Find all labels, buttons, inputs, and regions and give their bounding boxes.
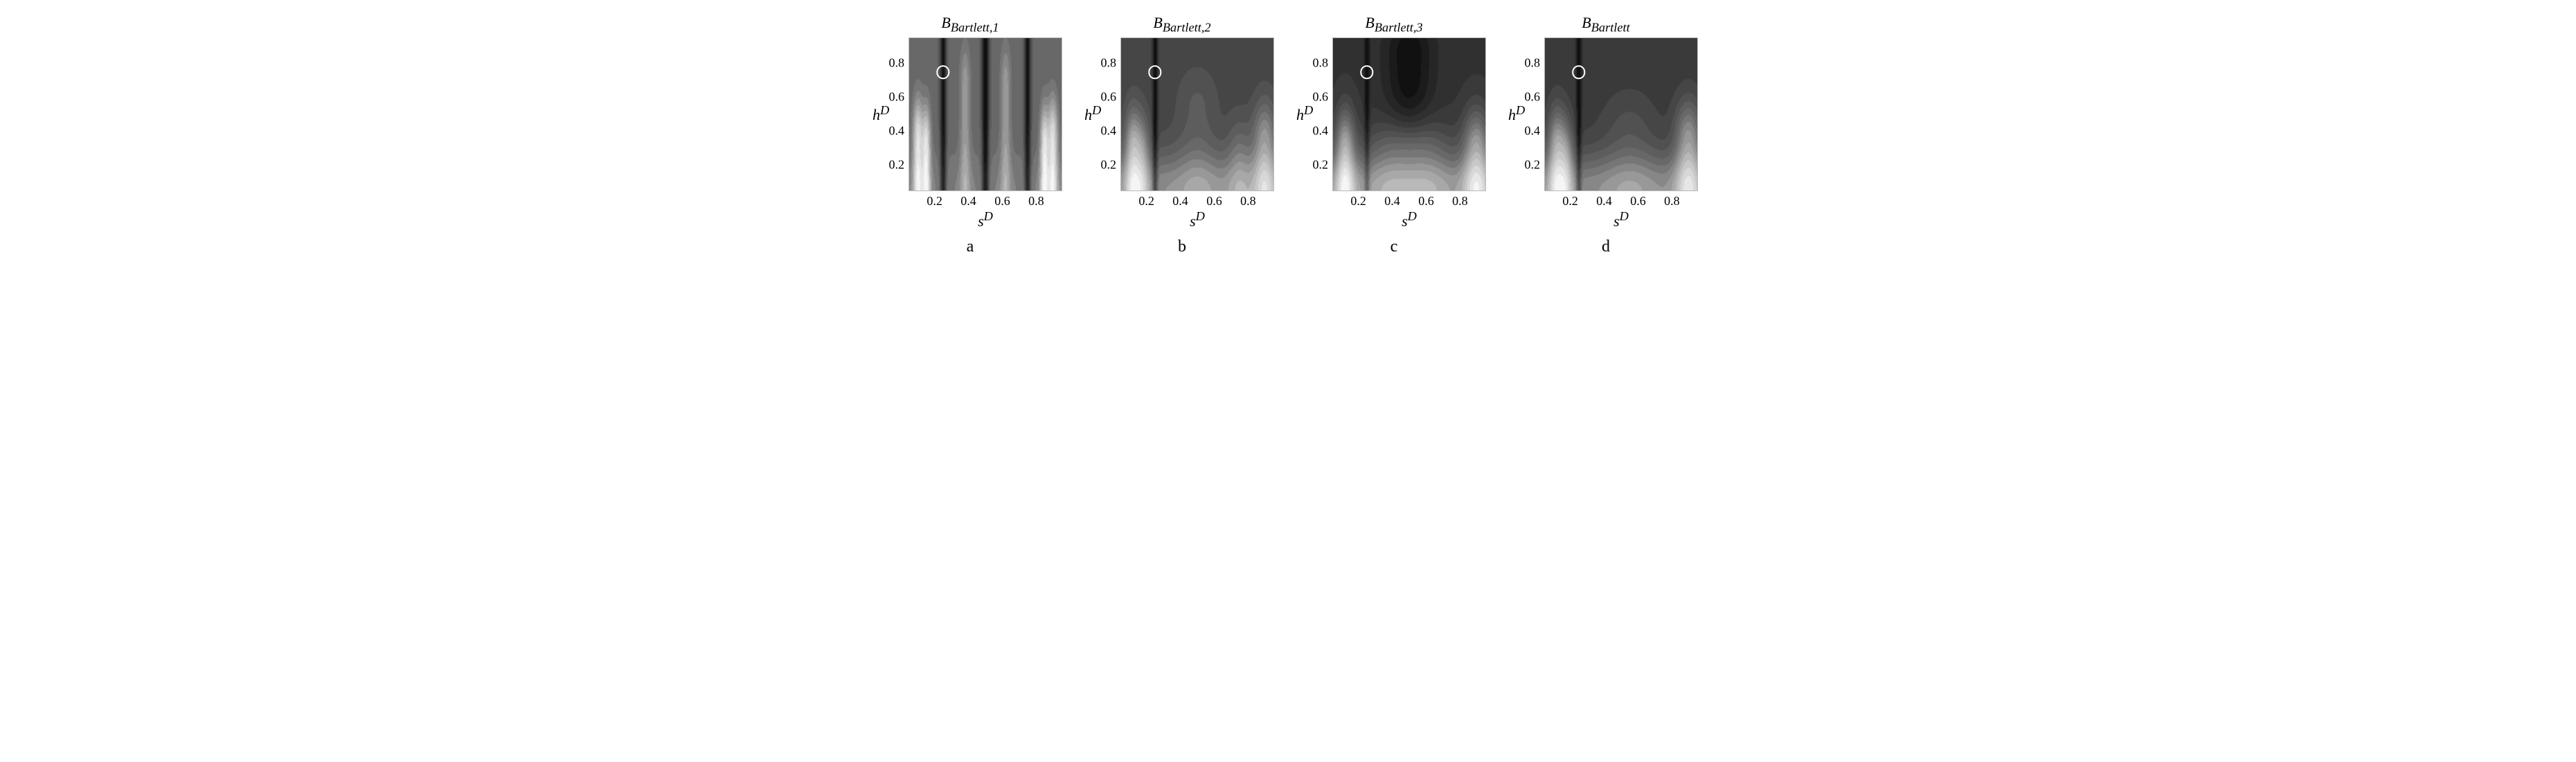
plot-wrap: 0.20.40.60.8hD — [878, 37, 1062, 191]
plot-wrap: 0.20.40.60.8hD — [1514, 37, 1698, 191]
density-plot — [1545, 38, 1697, 190]
x-axis-label: sD — [1333, 209, 1485, 230]
y-tick: 0.8 — [1101, 56, 1117, 71]
y-tick: 0.6 — [889, 89, 905, 104]
panel-subcaption: a — [967, 238, 974, 256]
x-tick: 0.2 — [927, 194, 942, 209]
y-tick: 0.6 — [1313, 89, 1329, 104]
y-tick: 0.8 — [1525, 56, 1541, 71]
y-tick: 0.4 — [889, 123, 905, 138]
x-tick: 0.8 — [1240, 194, 1256, 209]
x-tick: 0.8 — [1028, 194, 1044, 209]
y-tick: 0.8 — [889, 56, 905, 71]
x-axis: 0.2 0.4 0.6 0.8 — [1333, 191, 1485, 211]
x-tick: 0.4 — [1384, 194, 1400, 209]
x-axis: 0.2 0.4 0.6 0.8 — [1545, 191, 1697, 211]
x-axis: 0.2 0.4 0.6 0.8 — [1121, 191, 1273, 211]
x-axis-label: sD — [909, 209, 1062, 230]
plot-wrap: 0.20.40.60.8hD — [1090, 37, 1274, 191]
y-tick: 0.2 — [1101, 157, 1117, 172]
panel-subcaption: d — [1602, 238, 1610, 256]
x-tick: 0.6 — [1206, 194, 1222, 209]
x-tick: 0.6 — [1418, 194, 1434, 209]
plot-frame — [1332, 37, 1486, 191]
x-axis-label: sD — [1545, 209, 1697, 230]
y-axis-label: hD — [873, 103, 889, 124]
plot-frame — [909, 37, 1062, 191]
y-tick: 0.6 — [1525, 89, 1541, 104]
x-tick: 0.4 — [960, 194, 976, 209]
x-tick: 0.8 — [1452, 194, 1468, 209]
y-tick: 0.6 — [1101, 89, 1117, 104]
panel-subcaption: c — [1390, 238, 1398, 256]
y-axis-label: hD — [1084, 103, 1101, 124]
x-tick: 0.4 — [1596, 194, 1612, 209]
panel-title: BBartlett,3 — [1365, 14, 1422, 35]
x-axis: 0.2 0.4 0.6 0.8 — [909, 191, 1062, 211]
y-tick: 0.8 — [1313, 56, 1329, 71]
x-tick: 0.2 — [1138, 194, 1154, 209]
plot-frame — [1120, 37, 1274, 191]
panel-d: BBartlett0.20.40.60.8hD0.20.40.60.8sDd — [1514, 14, 1698, 256]
panel-c: BBartlett,30.20.40.60.8hD0.20.40.60.8sDc — [1302, 14, 1486, 256]
y-axis-label: hD — [1508, 103, 1525, 124]
x-tick: 0.2 — [1562, 194, 1578, 209]
panel-title: BBartlett,1 — [941, 14, 999, 35]
y-tick: 0.4 — [1313, 123, 1329, 138]
y-tick: 0.2 — [1313, 157, 1329, 172]
x-tick: 0.6 — [994, 194, 1010, 209]
figure-row: BBartlett,10.20.40.60.8hD0.20.40.60.8sDa… — [0, 0, 2576, 263]
y-tick: 0.2 — [1525, 157, 1541, 172]
y-tick: 0.4 — [1101, 123, 1117, 138]
y-axis-label: hD — [1296, 103, 1313, 124]
x-tick: 0.4 — [1172, 194, 1188, 209]
panel-title: BBartlett,2 — [1153, 14, 1210, 35]
plot-frame — [1544, 37, 1698, 191]
x-tick: 0.8 — [1664, 194, 1680, 209]
x-tick: 0.6 — [1630, 194, 1646, 209]
panel-subcaption: b — [1178, 238, 1186, 256]
density-plot — [1333, 38, 1485, 190]
panel-b: BBartlett,20.20.40.60.8hD0.20.40.60.8sDb — [1090, 14, 1274, 256]
density-plot — [909, 38, 1062, 190]
x-axis-label: sD — [1121, 209, 1273, 230]
plot-wrap: 0.20.40.60.8hD — [1302, 37, 1486, 191]
panel-a: BBartlett,10.20.40.60.8hD0.20.40.60.8sDa — [878, 14, 1062, 256]
y-tick: 0.4 — [1525, 123, 1541, 138]
x-tick: 0.2 — [1350, 194, 1366, 209]
y-tick: 0.2 — [889, 157, 905, 172]
density-plot — [1121, 38, 1273, 190]
panel-title: BBartlett — [1582, 14, 1629, 35]
